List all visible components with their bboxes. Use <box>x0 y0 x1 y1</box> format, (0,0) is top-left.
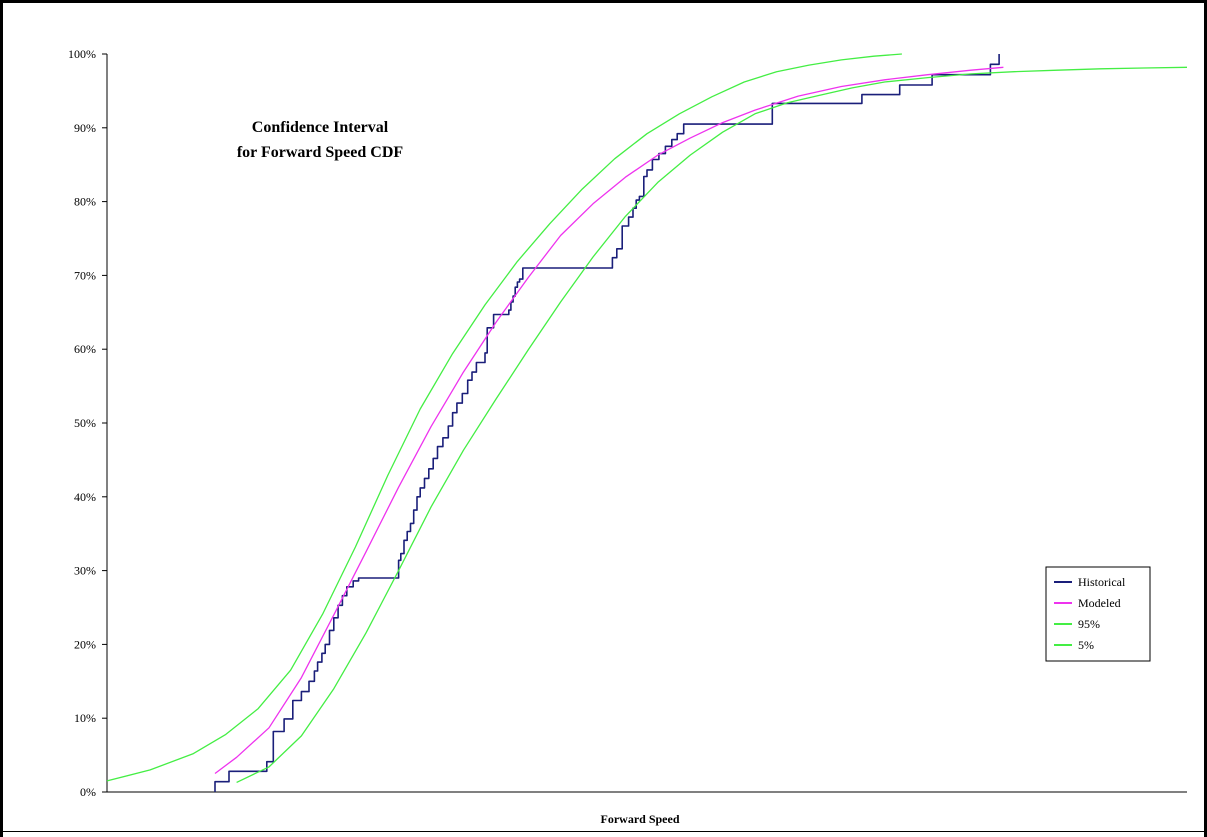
chart-title-line-1: Confidence Interval <box>252 119 389 136</box>
y-tick-label: 70% <box>74 268 96 282</box>
legend: Historical Modeled 95% 5% <box>1045 566 1151 662</box>
y-tick-label: 30% <box>74 564 96 578</box>
series-line-2 <box>214 66 1004 775</box>
chart-title-line-2: for Forward Speed CDF <box>237 144 404 161</box>
legend-label: 5% <box>1078 638 1094 652</box>
y-tick-label: 20% <box>74 637 96 651</box>
y-tick-label: 60% <box>74 342 96 356</box>
axes <box>106 54 1187 793</box>
series-line-4 <box>236 66 1188 783</box>
legend-label: Historical <box>1078 575 1126 589</box>
bottom-rule <box>0 831 1207 832</box>
legend-label: Modeled <box>1078 596 1121 610</box>
y-tick-label: 90% <box>74 121 96 135</box>
y-axis-ticks: 0% 10% 20% 30% 40% 50% 60% 70% 80% 90% 100% <box>68 47 107 799</box>
y-tick-label: 50% <box>74 416 96 430</box>
y-tick-label: 100% <box>68 47 96 61</box>
legend-entries: Historical Modeled 95% 5% <box>1054 575 1126 652</box>
series-line-3 <box>106 53 902 782</box>
x-axis-label: Forward Speed <box>601 812 680 826</box>
y-tick-label: 80% <box>74 195 96 209</box>
y-tick-label: 40% <box>74 490 96 504</box>
legend-label: 95% <box>1078 617 1100 631</box>
series-line-1 <box>214 54 1000 792</box>
y-tick-label: 10% <box>74 711 96 725</box>
y-tick-label: 0% <box>80 785 96 799</box>
series <box>106 53 1188 792</box>
